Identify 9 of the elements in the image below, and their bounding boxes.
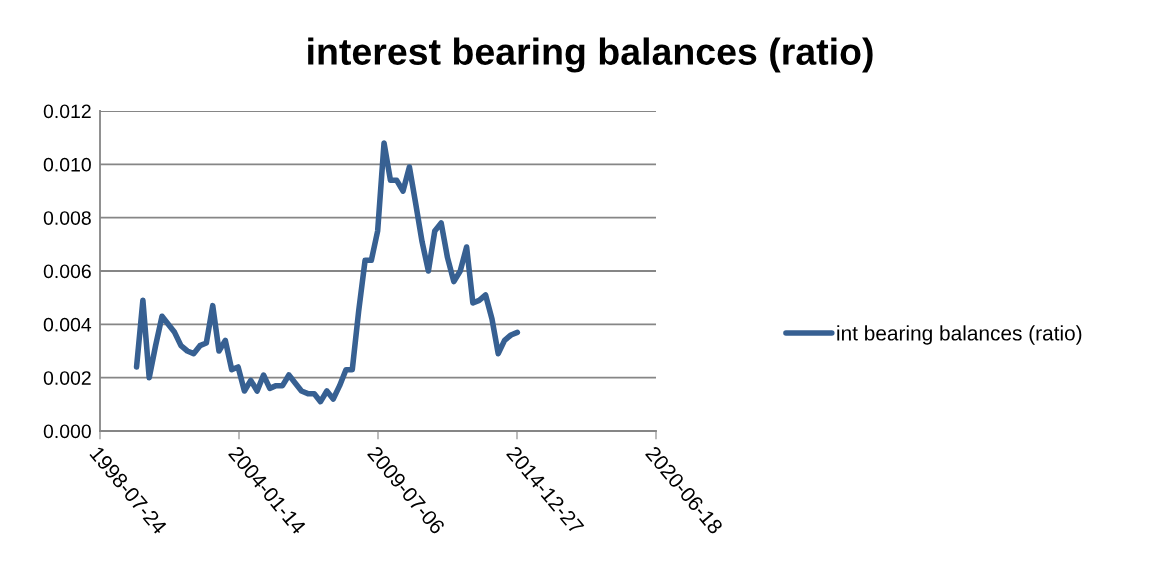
y-tick-label: 0.012 (43, 104, 91, 119)
y-tick-label: 0.008 (43, 211, 91, 225)
y-tick-label: 0.010 (43, 157, 91, 172)
y-tick-label: 0.004 (43, 317, 92, 332)
y-tick-label: 0.000 (43, 424, 91, 439)
legend-label: int bearing balances (ratio) (837, 325, 1082, 345)
chart-title: interest bearing balances (ratio) (308, 37, 873, 73)
y-tick-label: 0.002 (43, 371, 91, 385)
y-tick-label: 0.006 (43, 264, 91, 279)
